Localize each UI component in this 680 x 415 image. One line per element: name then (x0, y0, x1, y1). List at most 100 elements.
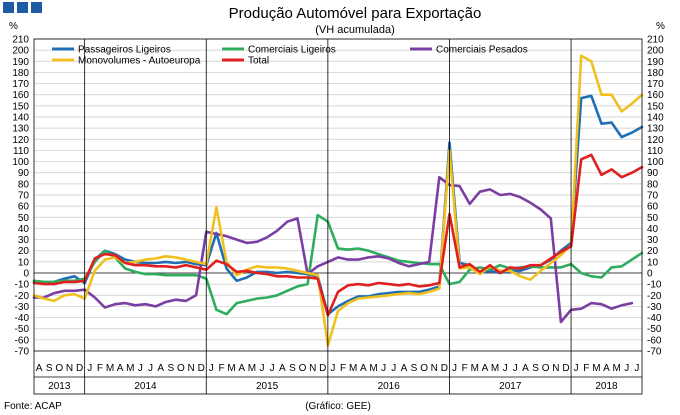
month-tick-label: S (289, 363, 296, 374)
month-tick-label: O (55, 363, 63, 374)
y-tick-label-right: -30 (647, 302, 662, 313)
y-tick-label-left: -20 (15, 291, 30, 302)
y-tick-label-right: 40 (647, 224, 659, 235)
y-tick-label-left: -50 (15, 324, 30, 335)
y-tick-label-right: 190 (647, 57, 664, 68)
year-label: 2015 (256, 381, 279, 392)
legend-item: Comerciais Pesados (410, 45, 528, 56)
month-tick-label: S (46, 363, 53, 374)
month-tick-label: A (117, 363, 124, 374)
legend-label: Comerciais Pesados (436, 45, 528, 56)
month-tick-label: M (369, 363, 377, 374)
month-tick-label: S (167, 363, 174, 374)
month-tick-label: J (634, 363, 639, 374)
month-tick-label: M (106, 363, 114, 374)
month-tick-label: A (522, 363, 529, 374)
month-tick-label: J (574, 363, 579, 374)
month-tick-label: O (420, 363, 428, 374)
y-tick-label-right: 80 (647, 179, 659, 190)
month-tick-label: M (349, 363, 357, 374)
source-note: Fonte: ACAP (4, 401, 62, 412)
y-tick-label-left: 30 (18, 235, 30, 246)
y-tick-label-left: 120 (12, 135, 29, 146)
y-tick-label-right: 180 (647, 68, 664, 79)
month-tick-label: F (218, 363, 224, 374)
month-tick-label: D (198, 363, 205, 374)
series-line-1 (32, 213, 644, 316)
month-tick-label: J (391, 363, 396, 374)
y-tick-label-left: -60 (15, 335, 30, 346)
month-tick-label: S (532, 363, 539, 374)
series-line-0 (32, 94, 644, 316)
month-tick-label: A (482, 363, 489, 374)
month-tick-label: O (542, 363, 550, 374)
month-tick-label: N (552, 363, 559, 374)
brand-square-1 (3, 2, 14, 13)
y-tick-label-left: 80 (18, 179, 30, 190)
y-tick-label-left: 140 (12, 113, 29, 124)
y-tick-label-right: -70 (647, 347, 662, 358)
brand-squares (3, 2, 42, 13)
month-tick-label: A (279, 363, 286, 374)
y-tick-label-left: 200 (12, 46, 29, 57)
month-tick-label: J (260, 363, 265, 374)
y-axis-right: -70-60-50-40-30-20-100102030405060708090… (647, 35, 664, 358)
month-tick-label: J (452, 363, 457, 374)
y-tick-label-right: 200 (647, 46, 664, 57)
month-tick-label: M (471, 363, 479, 374)
month-tick-label: M (248, 363, 256, 374)
month-tick-label: M (592, 363, 600, 374)
y-tick-label-right: 70 (647, 191, 659, 202)
brand-square-3 (31, 2, 42, 13)
month-tick-label: A (238, 363, 245, 374)
legend-label: Passageiros Ligeiros (78, 45, 171, 56)
y-tick-label-left: 150 (12, 101, 29, 112)
y-tick-label-left: 210 (12, 35, 29, 46)
month-tick-label: A (360, 363, 367, 374)
y-tick-label-left: 60 (18, 202, 30, 213)
month-tick-label: J (330, 363, 335, 374)
month-tick-label: J (503, 363, 508, 374)
y-tick-label-right: -60 (647, 335, 662, 346)
brand-square-2 (17, 2, 28, 13)
legend-item: Monovolumes - Autoeuropa (52, 56, 201, 67)
month-tick-label: D (76, 363, 83, 374)
y-tick-label-left: 110 (13, 146, 29, 157)
legend-label: Comerciais Ligeiros (248, 45, 336, 56)
y-tick-label-left: 40 (18, 224, 30, 235)
y-tick-label-right: 0 (647, 269, 653, 280)
legend: Passageiros Ligeiros Comerciais Ligeiros C… (52, 45, 528, 67)
y-tick-label-left: 90 (18, 168, 30, 179)
month-tick-label: J (381, 363, 386, 374)
chart-subtitle: (VH acumulada) (315, 24, 394, 36)
y-tick-label-right: 110 (647, 146, 663, 157)
legend-item: Total (222, 56, 269, 67)
month-tick-label: O (299, 363, 307, 374)
month-tick-label: F (583, 363, 589, 374)
legend-label: Total (248, 56, 269, 67)
plot-frame (33, 38, 643, 395)
month-tick-label: F (462, 363, 468, 374)
month-tick-label: J (87, 363, 92, 374)
month-tick-label: J (138, 363, 143, 374)
y-unit-left: % (9, 21, 18, 32)
y-tick-label-left: 160 (12, 90, 29, 101)
month-tick-label: A (603, 363, 610, 374)
y-tick-label-right: -20 (647, 291, 662, 302)
y-tick-label-right: 100 (647, 157, 664, 168)
y-tick-label-right: 50 (647, 213, 659, 224)
y-tick-label-left: 180 (12, 68, 29, 79)
y-tick-label-left: -30 (15, 302, 30, 313)
y-tick-label-left: -70 (15, 347, 30, 358)
series-line-4 (32, 153, 644, 317)
y-tick-label-right: 10 (647, 257, 659, 268)
y-tick-label-left: 190 (12, 57, 29, 68)
month-tick-label: D (319, 363, 326, 374)
legend-item: Comerciais Ligeiros (222, 45, 336, 56)
y-tick-label-right: -50 (647, 324, 662, 335)
year-label: 2013 (48, 381, 71, 392)
y-tick-label-left: 20 (18, 246, 30, 257)
y-tick-label-right: 30 (647, 235, 659, 246)
y-tick-label-right: -10 (647, 280, 662, 291)
